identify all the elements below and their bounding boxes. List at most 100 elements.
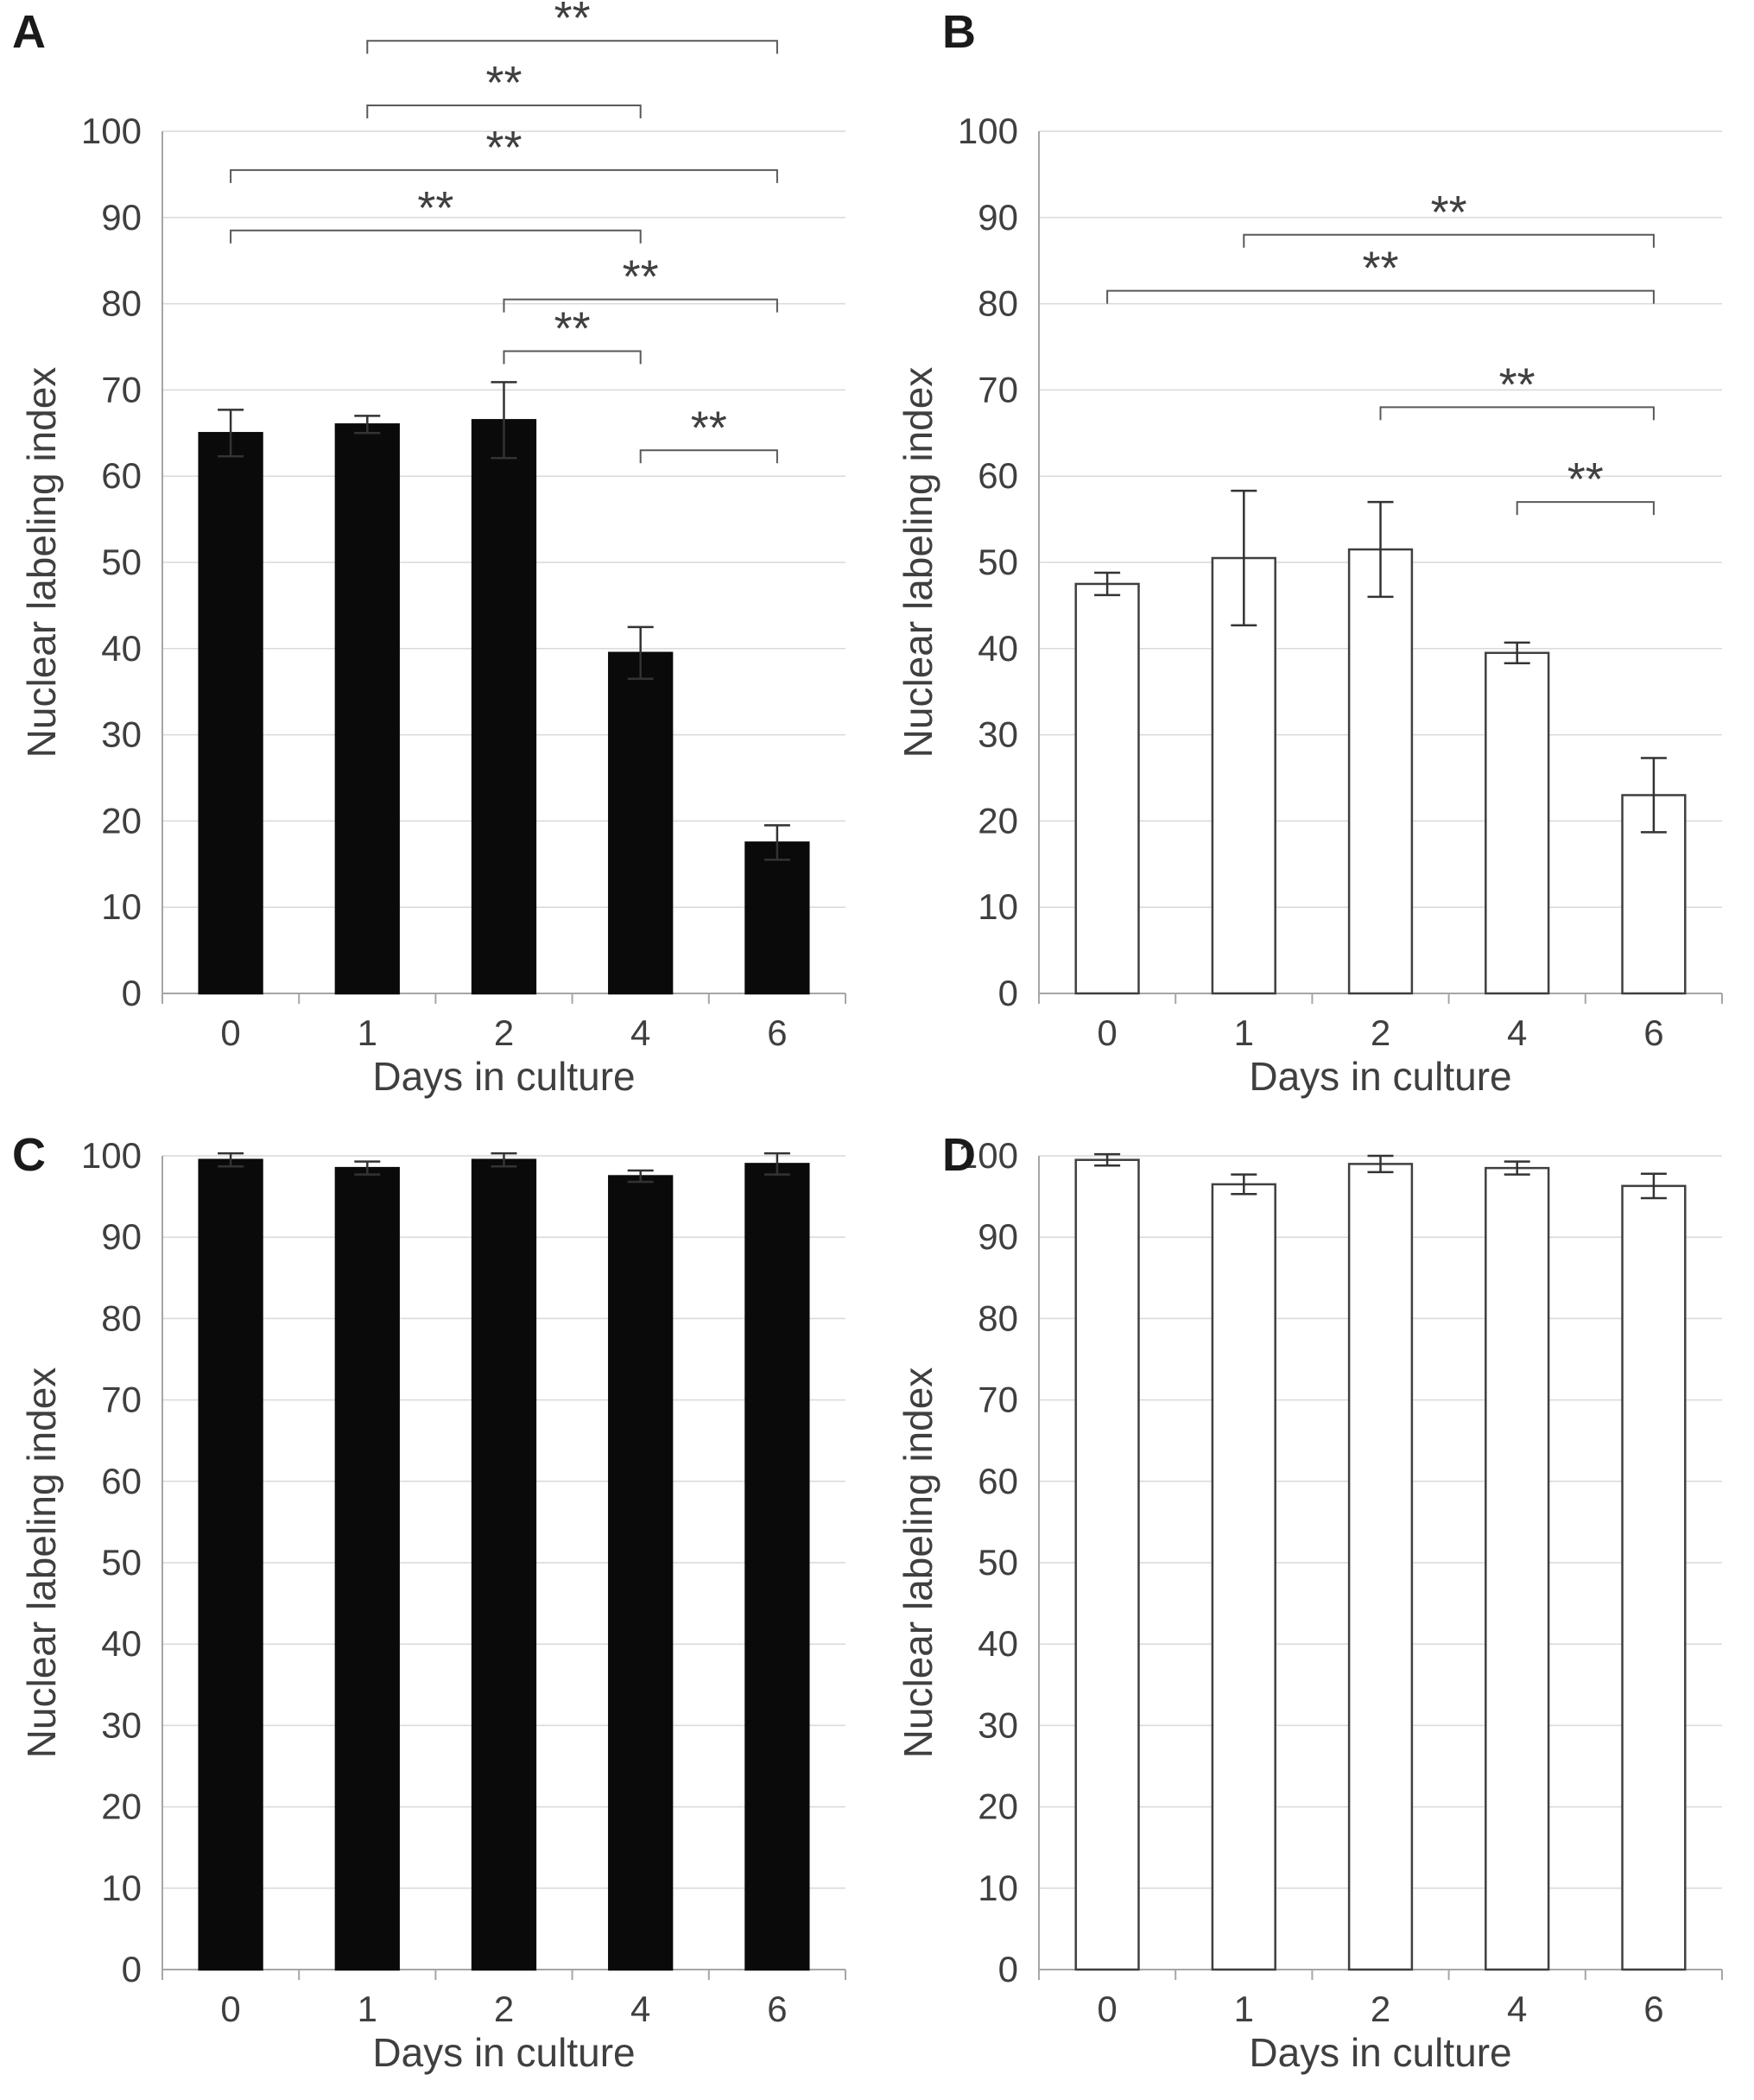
x-tick-label: 4 — [630, 1012, 650, 1053]
x-tick-label: 1 — [358, 1989, 377, 2029]
significance-bracket — [366, 105, 642, 119]
bar-day-4 — [1485, 651, 1550, 995]
bar-day-4 — [608, 1175, 674, 1971]
bar-day-4 — [608, 651, 674, 995]
x-tick-label: 0 — [220, 1989, 240, 2029]
x-tick-label: 0 — [1097, 1012, 1117, 1053]
y-tick-label: 0 — [998, 1949, 1018, 1989]
y-tick-label: 60 — [101, 455, 142, 496]
y-tick-label: 30 — [101, 714, 142, 755]
x-tick-label: 0 — [1097, 1989, 1117, 2029]
y-tick-label: 30 — [978, 1704, 1018, 1745]
bar-chart-B: 0 10 20 30 40 50 60 70 80 90 100 0 1 2 4 6 Nuclear label… — [896, 111, 1723, 1099]
panel-label-D: D — [942, 1129, 976, 1181]
significance-label: ** — [417, 182, 453, 234]
x-tick-label: 2 — [1371, 1989, 1390, 2029]
bar-day-2 — [1347, 548, 1414, 995]
bar-day-6 — [1621, 1184, 1687, 1971]
significance-bracket — [1516, 501, 1655, 516]
bar-day-0 — [198, 1158, 263, 1971]
y-tick-label: 70 — [978, 369, 1018, 409]
y-tick-label: 10 — [978, 886, 1018, 927]
y-tick-label: 40 — [978, 628, 1018, 669]
x-tick-label: 4 — [1507, 1012, 1527, 1053]
y-tick-label: 100 — [81, 111, 142, 151]
y-tick-label: 100 — [81, 1135, 142, 1176]
y-tick-label: 80 — [978, 283, 1018, 324]
significance-bracket — [1106, 289, 1655, 304]
x-tick-label: 1 — [1234, 1012, 1254, 1053]
y-tick-label: 90 — [101, 1216, 142, 1257]
bar-day-0 — [1074, 1158, 1140, 1971]
x-axis-title: Days in culture — [372, 2030, 635, 2075]
x-tick-label: 4 — [1507, 1989, 1527, 2029]
y-tick-label: 60 — [978, 1461, 1018, 1501]
y-axis-title: Nuclear labeling index — [19, 1367, 64, 1759]
x-tick-label: 1 — [1234, 1989, 1254, 2029]
significance-bracket — [230, 168, 778, 183]
significance-label: ** — [554, 302, 591, 354]
y-tick-label: 80 — [101, 283, 142, 324]
x-tick-label: 2 — [1371, 1012, 1390, 1053]
significance-bracket — [1243, 233, 1655, 248]
y-tick-label: 90 — [101, 197, 142, 238]
significance-bracket — [366, 40, 778, 54]
bar-day-0 — [198, 432, 263, 995]
y-tick-label: 90 — [978, 1216, 1018, 1257]
y-tick-label: 100 — [958, 111, 1018, 151]
significance-label: ** — [485, 122, 522, 174]
y-tick-label: 70 — [978, 1380, 1018, 1420]
bar-day-2 — [1347, 1163, 1414, 1971]
panel-D: D 0 10 20 30 40 50 60 70 80 90 100 0 1 2 4 6 Nuclear lab… — [877, 1123, 1753, 2099]
y-tick-label: 10 — [101, 1868, 142, 1908]
bar-day-2 — [471, 1158, 537, 1971]
y-tick-label: 70 — [101, 1380, 142, 1420]
bar-chart-D: 0 10 20 30 40 50 60 70 80 90 100 0 1 2 4 6 Nuclear label… — [896, 1135, 1723, 2075]
y-tick-label: 20 — [101, 1786, 142, 1827]
y-tick-label: 20 — [978, 800, 1018, 841]
significance-label: ** — [1431, 187, 1467, 238]
panel-label-B: B — [942, 6, 976, 58]
y-tick-label: 40 — [978, 1623, 1018, 1664]
x-tick-label: 0 — [220, 1012, 240, 1053]
y-tick-label: 10 — [101, 886, 142, 927]
y-tick-label: 40 — [101, 1623, 142, 1664]
x-tick-label: 6 — [767, 1989, 787, 2029]
y-axis-title: Nuclear labeling index — [19, 367, 64, 758]
y-axis-title: Nuclear labeling index — [896, 1367, 940, 1759]
significance-label: ** — [1499, 358, 1536, 410]
y-tick-label: 50 — [101, 1542, 142, 1583]
significance-bracket — [503, 298, 778, 313]
bar-day-0 — [1074, 582, 1140, 995]
bar-chart-C: 0 10 20 30 40 50 60 70 80 90 100 0 1 2 4 6 Nuclear label… — [19, 1135, 846, 2075]
y-axis-title: Nuclear labeling index — [896, 367, 940, 758]
x-tick-label: 6 — [1643, 1012, 1663, 1053]
bar-day-6 — [744, 841, 810, 995]
y-tick-label: 30 — [978, 714, 1018, 755]
x-tick-label: 1 — [358, 1012, 377, 1053]
y-tick-label: 80 — [978, 1297, 1018, 1338]
bar-day-1 — [1211, 1183, 1276, 1971]
y-tick-label: 20 — [978, 1786, 1018, 1827]
x-axis-title: Days in culture — [372, 1054, 635, 1099]
bar-day-1 — [334, 423, 400, 995]
x-axis-title: Days in culture — [1249, 2030, 1511, 2075]
y-tick-label: 50 — [978, 542, 1018, 582]
x-axis-title: Days in culture — [1249, 1054, 1511, 1099]
y-tick-label: 40 — [101, 628, 142, 669]
significance-label: ** — [554, 0, 591, 44]
panel-B: B 0 10 20 30 40 50 60 70 80 90 100 0 1 2 4 6 Nuclear lab… — [877, 0, 1753, 1123]
y-tick-label: 80 — [101, 1297, 142, 1338]
y-tick-label: 70 — [101, 369, 142, 409]
y-tick-label: 10 — [978, 1868, 1018, 1908]
panel-C: C 0 10 20 30 40 50 60 70 80 90 100 0 1 2 4 6 Nuclear lab… — [0, 1123, 877, 2099]
y-tick-label: 0 — [998, 973, 1018, 1013]
y-tick-label: 60 — [978, 455, 1018, 496]
bar-chart-A: 0 10 20 30 40 50 60 70 80 90 100 0 1 2 4 6 Nuclear label… — [19, 0, 846, 1099]
significance-label: ** — [485, 57, 522, 109]
y-tick-label: 100 — [958, 1135, 1018, 1176]
significance-bracket — [639, 449, 778, 464]
y-tick-label: 30 — [101, 1704, 142, 1745]
x-tick-label: 2 — [494, 1012, 514, 1053]
